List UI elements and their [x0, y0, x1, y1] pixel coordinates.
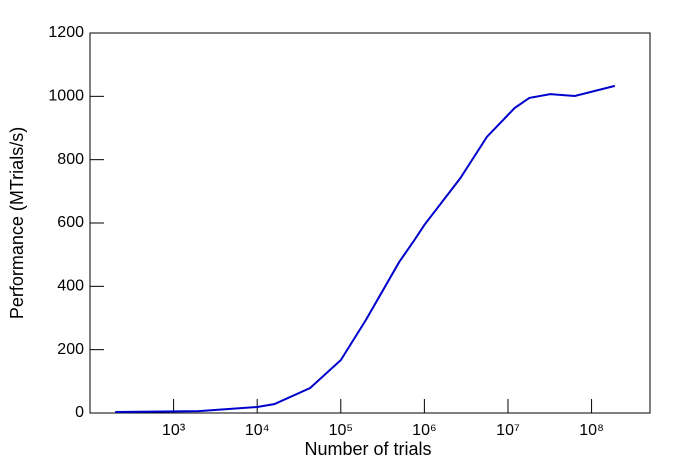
- y-tick-label: 0: [75, 404, 84, 421]
- y-tick-label: 1200: [48, 24, 84, 41]
- y-tick-label: 400: [57, 278, 84, 295]
- x-tick-label: 10⁷: [496, 422, 520, 439]
- x-tick-label: 10⁸: [579, 422, 604, 439]
- y-tick-label: 800: [57, 151, 84, 168]
- x-axis-label: Number of trials: [304, 439, 431, 459]
- data-line: [115, 84, 616, 414]
- y-tick-label: 200: [57, 341, 84, 358]
- x-tick-label: 10⁴: [245, 422, 270, 439]
- plot-frame: [89, 32, 651, 414]
- x-tick-label: 10⁵: [329, 422, 353, 439]
- x-tick-label: 10⁶: [412, 422, 436, 439]
- y-tick-label: 600: [57, 214, 84, 231]
- y-tick-label: 1000: [48, 88, 84, 105]
- y-axis-label: Performance (MTrials/s): [7, 127, 27, 319]
- x-tick-label: 10³: [162, 422, 186, 439]
